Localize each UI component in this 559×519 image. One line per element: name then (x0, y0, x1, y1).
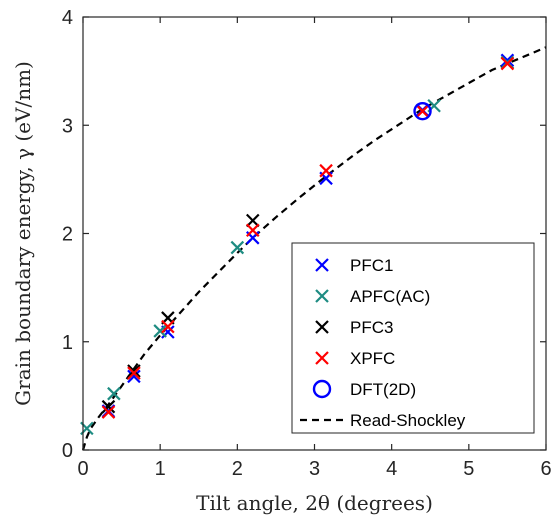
series-pfc3-point-stroke-b (245, 213, 260, 228)
series-pfc1-point (127, 369, 141, 384)
series-pfc1-point-stroke-b (127, 369, 141, 384)
y-tick-label: 2 (62, 224, 73, 246)
legend: PFC1 APFC(AC) PFC3 XPFC DFT(2D) Read-Shockley (291, 242, 535, 434)
x-tick-label: 4 (386, 458, 397, 480)
series-xpfc-point-stroke-b (127, 366, 141, 380)
series-pfc1-point-stroke-b (500, 53, 515, 68)
series-pfc3-point-stroke-b (101, 399, 116, 414)
tick-layer: 0 1 2 3 4 5 6 0 1 2 3 4 (62, 7, 552, 480)
series-pfc3-point (101, 399, 116, 414)
marker-layer (80, 53, 515, 436)
series-pfc3-point (245, 213, 260, 228)
series-apfc-ac-point (107, 386, 121, 401)
series-dft-2d-point (413, 101, 432, 121)
series-pfc1-point (500, 53, 515, 68)
series-xpfc-point (127, 366, 141, 380)
x-axis-label: Tilt angle, 2θ (degrees) (196, 491, 433, 515)
legend-apfc-ac-swatch (315, 289, 329, 303)
series-xpfc-point (161, 319, 175, 334)
series-apfc-ac-point (153, 324, 167, 338)
series-xpfc-point-stroke-b (500, 56, 515, 71)
x-tick-label: 5 (463, 458, 474, 480)
series-xpfc-point-stroke-b (415, 104, 430, 118)
series-xpfc-point (415, 104, 430, 118)
x-tick-label: 3 (309, 458, 320, 480)
legend-xpfc-swatch (315, 351, 329, 365)
series-apfc-ac-point-stroke-b (107, 386, 121, 401)
y-tick-label: 0 (62, 440, 73, 462)
y-tick-label: 3 (62, 115, 73, 137)
x-tick-label: 6 (540, 458, 551, 480)
x-tick-label: 0 (77, 458, 88, 480)
y-tick-label: 1 (62, 332, 73, 354)
legend-pfc3-swatch-stroke-b (315, 320, 329, 334)
series-apfc-ac-point-stroke-b (153, 324, 167, 338)
y-axis-label: Grain boundary energy, γ (eV/nm) (11, 61, 35, 406)
legend-box (291, 242, 535, 434)
legend-pfc1-swatch-stroke-b (315, 258, 329, 272)
series-xpfc-point-stroke-b (245, 223, 260, 238)
series-apfc-ac-point-stroke-b (230, 240, 245, 255)
legend-apfc-ac-label: APFC(AC) (350, 287, 430, 306)
legend-dft-2d-swatch (312, 379, 332, 399)
series-xpfc-point-stroke-b (161, 319, 175, 334)
legend-apfc-ac-swatch-stroke-b (315, 289, 329, 303)
legend-pfc1-swatch (315, 258, 329, 272)
legend-read-shockley-label: Read-Shockley (350, 411, 466, 430)
series-pfc3-point (127, 364, 141, 378)
series-xpfc-point (319, 163, 333, 178)
legend-pfc1-label: PFC1 (350, 256, 393, 275)
y-tick-label: 4 (62, 7, 73, 29)
legend-pfc3-label: PFC3 (350, 318, 393, 337)
series-xpfc-point-stroke-b (101, 405, 116, 419)
series-xpfc-point-stroke-b (319, 163, 333, 178)
series-xpfc-point (500, 56, 515, 71)
series-xpfc-point (245, 223, 260, 238)
legend-dft-2d-label: DFT(2D) (350, 380, 416, 399)
legend-xpfc-label: XPFC (350, 349, 395, 368)
series-xpfc-point (101, 405, 116, 419)
series-pfc3-point-stroke-b (127, 364, 141, 378)
legend-xpfc-swatch-stroke-b (315, 351, 329, 365)
legend-pfc3-swatch (315, 320, 329, 334)
series-apfc-ac-point (230, 240, 245, 255)
x-tick-label: 1 (155, 458, 166, 480)
x-tick-label: 2 (232, 458, 243, 480)
